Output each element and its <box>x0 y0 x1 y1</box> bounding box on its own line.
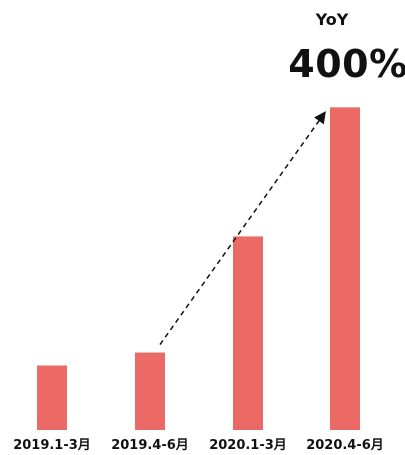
bar-2019.1-3月 <box>37 365 67 430</box>
bar-2019.4-6月 <box>135 352 165 430</box>
x-tick-labels: 2019.1-3月 2019.4-6月 2020.1-3月 2020.4-6月 <box>13 438 384 453</box>
bar-2020.4-6月 <box>330 107 360 430</box>
x-tick-label: 2020.1-3月 <box>209 438 287 453</box>
bars-group <box>37 107 360 430</box>
bar-2020.1-3月 <box>233 236 263 430</box>
yoy-dashed-arrow <box>159 111 326 346</box>
x-tick-label: 2019.4-6月 <box>111 438 189 453</box>
yoy-label: YoY <box>315 10 349 29</box>
yoy-value: 400% <box>288 42 405 86</box>
annotation-arrow-group <box>159 111 326 346</box>
x-tick-label: 2020.4-6月 <box>306 438 384 453</box>
x-tick-label: 2019.1-3月 <box>13 438 91 453</box>
